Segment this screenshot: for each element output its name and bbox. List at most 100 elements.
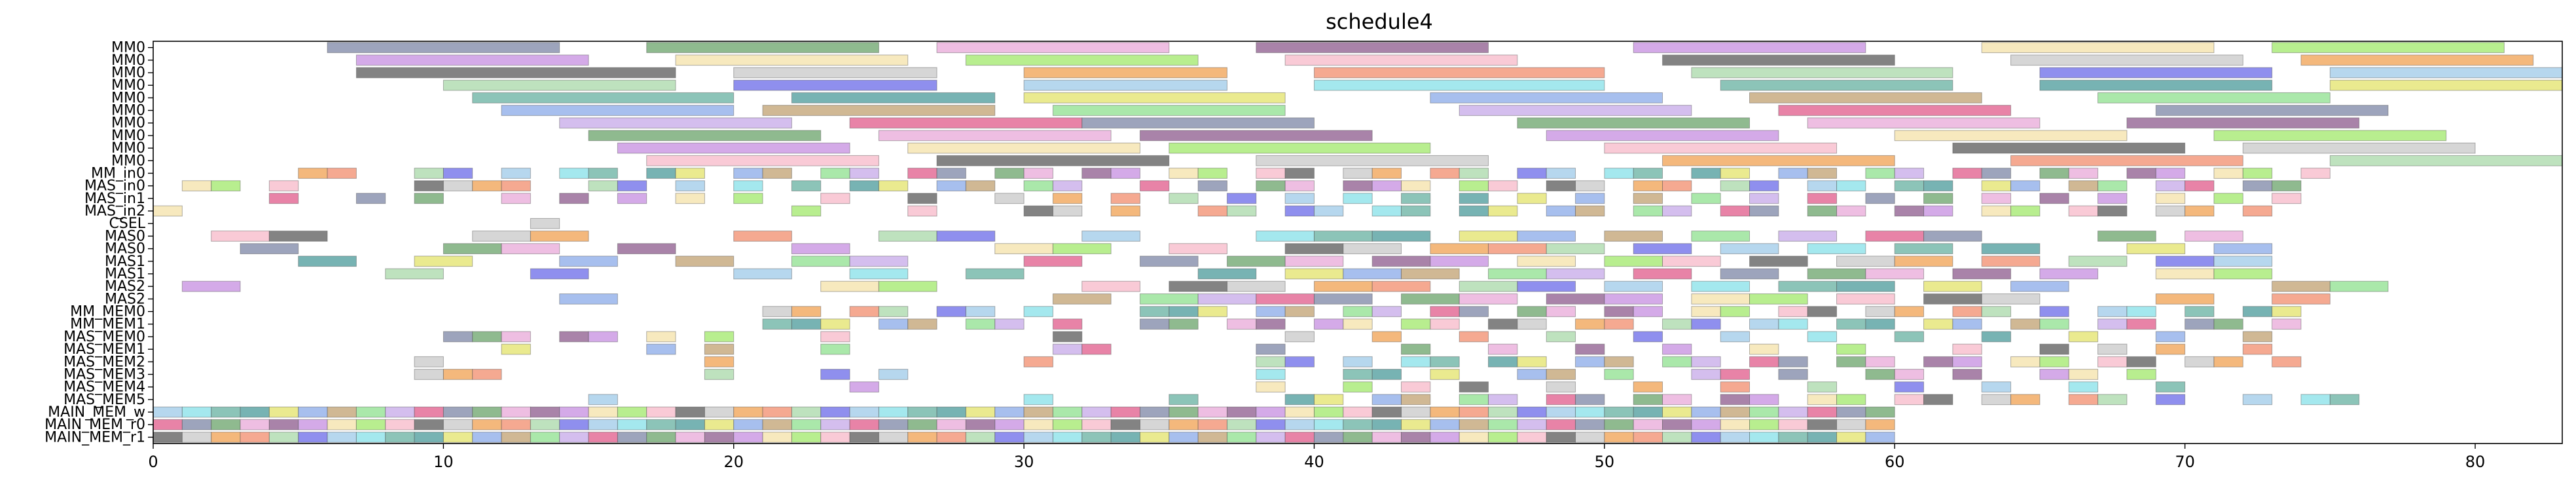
y-tick-label: MAS_MEM5 [63,392,145,408]
schedule-bar [414,180,444,192]
schedule-bar [762,168,792,179]
schedule-bar [1488,343,1518,355]
schedule-bar [820,369,850,380]
schedule-bar [1952,343,1982,355]
schedule-bar [2155,293,2215,305]
schedule-bar [1430,318,1460,330]
schedule-bar [1923,231,1982,242]
schedule-bar [1749,419,1779,430]
schedule-bar [2039,193,2069,204]
schedule-bar [1894,394,1925,406]
schedule-bar [1343,381,1373,393]
schedule-bar [1894,130,2128,142]
schedule-bar [1575,432,1605,443]
schedule-bar [2213,130,2447,142]
schedule-bar [1633,406,1663,418]
schedule-bar [1313,231,1373,242]
y-tick-label: MAS_in2 [84,203,145,219]
schedule-bar [2126,306,2156,317]
schedule-bar [878,306,909,317]
schedule-bar [1401,406,1431,418]
schedule-bar [2039,268,2099,280]
schedule-bar [1401,356,1431,368]
schedule-bar [2185,180,2215,192]
schedule-bar [1517,255,1576,267]
schedule-bar [1052,293,1112,305]
schedule-bar [1459,331,1489,343]
schedule-bar [2329,155,2563,166]
schedule-bar [1139,180,1170,192]
schedule-bar [355,419,386,430]
schedule-bar [675,54,909,66]
schedule-bar [1081,419,1112,430]
schedule-bar [2010,54,2243,66]
schedule-bar [1139,406,1170,418]
schedule-bar [298,406,328,418]
schedule-bar [2185,356,2215,368]
schedule-bar [1226,280,1286,292]
schedule-bar [1836,205,1866,217]
schedule-bar [1023,79,1227,91]
schedule-bar [791,306,822,317]
y-tick-label: MAS_in1 [84,191,145,207]
schedule-bar [1459,280,1518,292]
y-tick-label: MAS2 [105,291,145,307]
schedule-bar [1778,231,1838,242]
schedule-bar [1923,205,1953,217]
schedule-bar [1256,293,1315,305]
schedule-bar [1197,419,1227,430]
schedule-bar [1749,432,1779,443]
schedule-bar [1749,318,1779,330]
schedule-bar [2039,343,2069,355]
schedule-bar [1981,293,2041,305]
schedule-bar [1546,306,1576,317]
schedule-bar [1749,406,1779,418]
y-tick-label: MM0 [111,115,145,132]
schedule-bar [1371,419,1402,430]
schedule-bar [1459,306,1489,317]
schedule-bar [1604,369,1634,380]
schedule-bar [211,231,270,242]
schedule-bar [1284,180,1315,192]
schedule-bar [1662,419,1692,430]
schedule-bar [878,180,909,192]
schedule-bar [1459,432,1489,443]
schedule-bar [414,255,473,267]
schedule-bar [327,419,357,430]
schedule-bar [704,406,735,418]
schedule-bar [1604,293,1663,305]
schedule-bar [1923,356,1953,368]
schedule-bar [1430,356,1460,368]
schedule-bar [443,243,502,254]
schedule-bar [1052,419,1083,430]
schedule-bar [820,280,879,292]
schedule-bar [1575,406,1605,418]
schedule-bar [994,243,1053,254]
schedule-bar [1720,419,1751,430]
y-tick-label: MAS0 [105,241,145,257]
schedule-bar [2300,54,2534,66]
schedule-bar [1226,318,1257,330]
schedule-bar [1430,406,1460,418]
schedule-bar [1604,142,1838,154]
schedule-bar [1546,394,1576,406]
schedule-bar [588,168,618,179]
schedule-bar [1488,356,1518,368]
schedule-bar [1401,432,1431,443]
schedule-bar [1256,381,1286,393]
schedule-bar [2155,394,2186,406]
schedule-bar [2155,343,2186,355]
schedule-bar [1343,168,1373,179]
schedule-bar [2242,394,2273,406]
y-tick-label: MM0 [111,40,145,56]
schedule-bar [1633,268,1692,280]
schedule-bar [1865,306,1895,317]
schedule-bar [1110,193,1140,204]
schedule-bar [2155,331,2186,343]
schedule-bar [2272,306,2302,317]
schedule-bar [1633,243,1692,254]
schedule-bar [298,168,328,179]
schedule-bar [1459,168,1489,179]
schedule-bar [443,180,473,192]
schedule-bar [1749,255,1808,267]
